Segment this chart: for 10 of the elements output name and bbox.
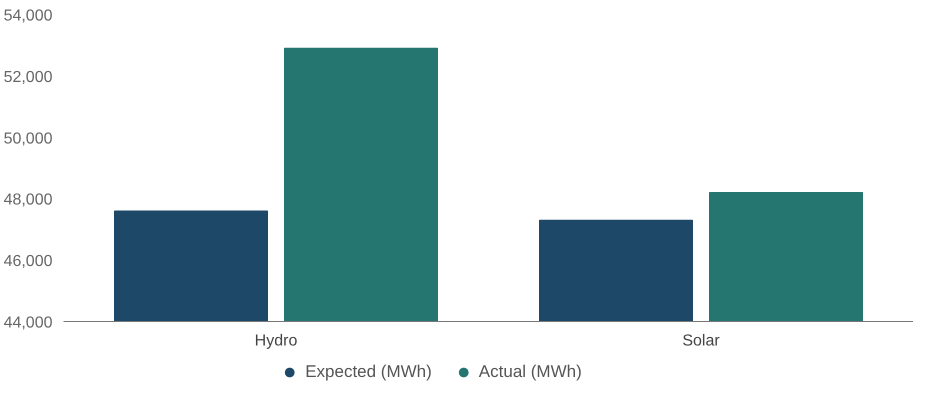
legend-label: Actual (MWh) (478, 362, 582, 382)
x-tick-label: Solar (682, 332, 720, 350)
y-tick-label: 48,000 (4, 192, 53, 209)
legend-label: Expected (MWh) (305, 362, 432, 382)
y-tick-label: 46,000 (4, 253, 53, 270)
y-tick-label: 50,000 (4, 130, 53, 148)
y-tick-label: 54,000 (4, 8, 53, 24)
y-tick-label: 52,000 (4, 68, 53, 86)
y-tick-label: 44,000 (4, 314, 53, 332)
x-tick-label: Hydro (254, 332, 298, 350)
